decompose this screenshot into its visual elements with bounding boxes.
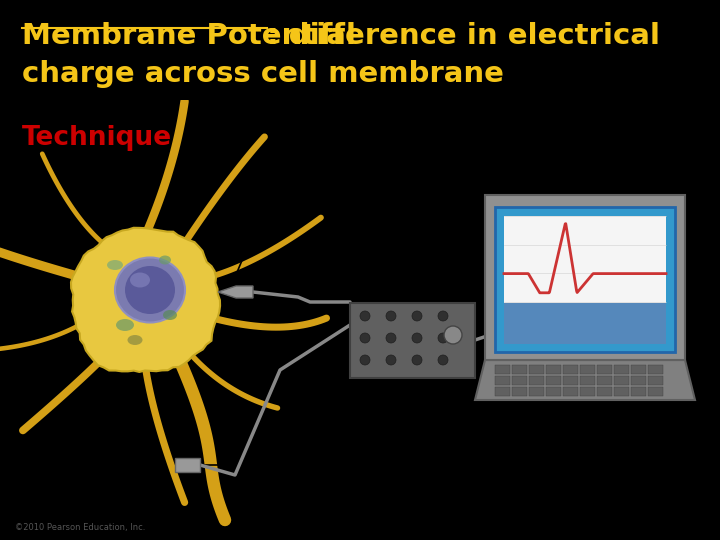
- Text: Technique: Technique: [22, 125, 172, 151]
- FancyBboxPatch shape: [562, 375, 577, 384]
- FancyBboxPatch shape: [596, 375, 611, 384]
- FancyBboxPatch shape: [580, 375, 595, 384]
- Ellipse shape: [116, 319, 134, 331]
- FancyBboxPatch shape: [504, 303, 666, 344]
- FancyBboxPatch shape: [596, 364, 611, 374]
- Polygon shape: [71, 228, 220, 372]
- Polygon shape: [475, 360, 695, 400]
- Circle shape: [412, 311, 422, 321]
- Circle shape: [386, 333, 396, 343]
- Ellipse shape: [125, 266, 175, 314]
- FancyBboxPatch shape: [495, 387, 510, 395]
- Ellipse shape: [130, 273, 150, 287]
- Circle shape: [412, 355, 422, 365]
- FancyBboxPatch shape: [546, 364, 560, 374]
- FancyBboxPatch shape: [647, 364, 662, 374]
- Circle shape: [438, 333, 448, 343]
- FancyBboxPatch shape: [613, 375, 629, 384]
- Circle shape: [360, 333, 370, 343]
- FancyBboxPatch shape: [562, 364, 577, 374]
- Circle shape: [360, 311, 370, 321]
- Circle shape: [386, 311, 396, 321]
- Circle shape: [412, 333, 422, 343]
- Polygon shape: [175, 458, 200, 472]
- Polygon shape: [218, 286, 253, 298]
- Text: Microelectrode: Microelectrode: [267, 188, 395, 203]
- Text: Reference
electrode: Reference electrode: [237, 423, 324, 455]
- FancyBboxPatch shape: [511, 387, 526, 395]
- FancyBboxPatch shape: [631, 387, 646, 395]
- Circle shape: [386, 355, 396, 365]
- FancyBboxPatch shape: [631, 364, 646, 374]
- Ellipse shape: [163, 310, 177, 320]
- FancyBboxPatch shape: [350, 302, 475, 377]
- Ellipse shape: [127, 335, 143, 345]
- Ellipse shape: [115, 258, 185, 322]
- FancyBboxPatch shape: [528, 387, 544, 395]
- FancyBboxPatch shape: [647, 375, 662, 384]
- FancyBboxPatch shape: [495, 207, 675, 352]
- Ellipse shape: [107, 260, 123, 270]
- Circle shape: [360, 355, 370, 365]
- Ellipse shape: [159, 255, 171, 265]
- Text: Membrane Potential: Membrane Potential: [22, 22, 356, 50]
- Circle shape: [444, 326, 462, 344]
- Circle shape: [438, 355, 448, 365]
- Text: charge across cell membrane: charge across cell membrane: [22, 60, 504, 88]
- FancyBboxPatch shape: [613, 387, 629, 395]
- FancyBboxPatch shape: [511, 375, 526, 384]
- Text: Voltage
recorder: Voltage recorder: [480, 320, 554, 353]
- FancyBboxPatch shape: [562, 387, 577, 395]
- FancyBboxPatch shape: [596, 387, 611, 395]
- FancyBboxPatch shape: [504, 216, 666, 344]
- Polygon shape: [485, 195, 685, 360]
- FancyBboxPatch shape: [580, 387, 595, 395]
- FancyBboxPatch shape: [495, 375, 510, 384]
- FancyBboxPatch shape: [495, 364, 510, 374]
- FancyBboxPatch shape: [647, 387, 662, 395]
- FancyBboxPatch shape: [546, 375, 560, 384]
- Circle shape: [438, 311, 448, 321]
- FancyBboxPatch shape: [511, 364, 526, 374]
- Text: : difference in electrical: : difference in electrical: [267, 22, 660, 50]
- FancyBboxPatch shape: [580, 364, 595, 374]
- FancyBboxPatch shape: [631, 375, 646, 384]
- FancyBboxPatch shape: [613, 364, 629, 374]
- FancyBboxPatch shape: [528, 375, 544, 384]
- Text: ©2010 Pearson Education, Inc.: ©2010 Pearson Education, Inc.: [15, 523, 145, 532]
- FancyBboxPatch shape: [528, 364, 544, 374]
- FancyBboxPatch shape: [546, 387, 560, 395]
